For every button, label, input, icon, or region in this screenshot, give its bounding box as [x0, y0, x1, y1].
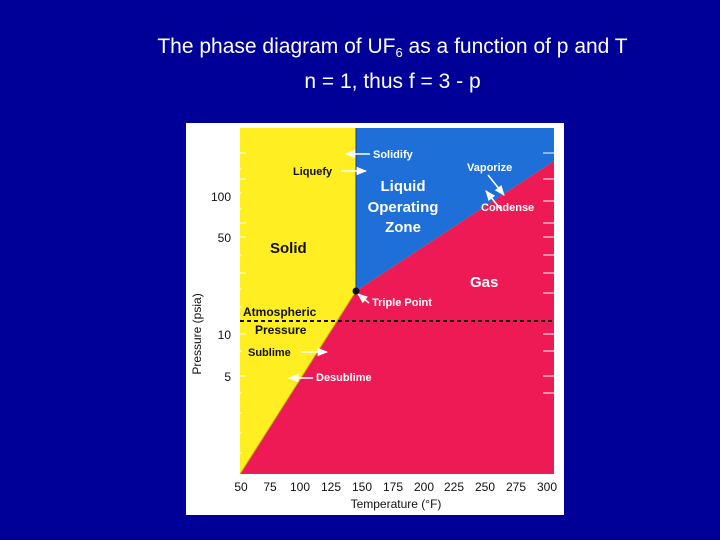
- atmospheric-label-line2: Pressure: [255, 323, 307, 337]
- liquid-region: [356, 128, 554, 291]
- condense-arrow: [485, 190, 503, 212]
- x-tick-150: 150: [352, 480, 372, 494]
- x-tick-250: 250: [475, 480, 495, 494]
- solid-label: Solid: [270, 240, 307, 257]
- gas-label: Gas: [470, 274, 498, 291]
- sublime-label: Sublime: [248, 347, 291, 359]
- y-tick-5: 5: [224, 370, 231, 384]
- desublime-label: Desublime: [316, 372, 372, 384]
- sublimation-curve: [239, 290, 357, 475]
- x-tick-175: 175: [383, 480, 403, 494]
- vaporize-label: Vaporize: [467, 162, 512, 174]
- page-title: The phase diagram of UF6 as a function o…: [0, 32, 720, 96]
- axis-ticks: [235, 152, 554, 454]
- atmospheric-label-line1: Atmospheric: [243, 305, 317, 319]
- triple-point-marker: [352, 287, 360, 295]
- x-tick-125: 125: [321, 480, 341, 494]
- title-subscript: 6: [395, 45, 403, 60]
- vaporize-arrow: [487, 174, 505, 196]
- title-subtitle: n = 1, thus f = 3 - p: [304, 70, 481, 93]
- y-tick-10: 10: [218, 328, 232, 342]
- liquid-label-line3: Zone: [385, 219, 421, 236]
- x-tick-200: 200: [414, 480, 434, 494]
- x-tick-100: 100: [290, 480, 310, 494]
- liquid-label-line2: Operating: [368, 199, 439, 216]
- x-tick-50: 50: [234, 480, 248, 494]
- y-tick-100: 100: [211, 190, 231, 204]
- gas-region: [240, 161, 554, 474]
- liquid-label-line1: Liquid: [381, 178, 426, 195]
- y-axis-label: Pressure (psia): [190, 293, 204, 374]
- phase-diagram-svg: Solid Liquid Operating Zone Gas Solidify…: [190, 128, 557, 511]
- x-tick-275: 275: [506, 480, 526, 494]
- x-tick-75: 75: [263, 480, 277, 494]
- x-tick-225: 225: [444, 480, 464, 494]
- condense-label: Condense: [481, 202, 534, 214]
- liquefy-label: Liquefy: [293, 166, 333, 178]
- triple-point-label: Triple Point: [372, 297, 432, 309]
- title-prefix: The phase diagram of UF: [157, 35, 396, 58]
- phase-diagram: Solid Liquid Operating Zone Gas Solidify…: [186, 123, 564, 515]
- title-suffix: as a function of p and T: [402, 35, 628, 58]
- triple-point-arrow: [357, 293, 370, 304]
- solidify-label: Solidify: [373, 149, 414, 161]
- x-axis-label: Temperature (°F): [351, 497, 442, 511]
- y-tick-50: 50: [218, 231, 232, 245]
- x-tick-300: 300: [537, 480, 557, 494]
